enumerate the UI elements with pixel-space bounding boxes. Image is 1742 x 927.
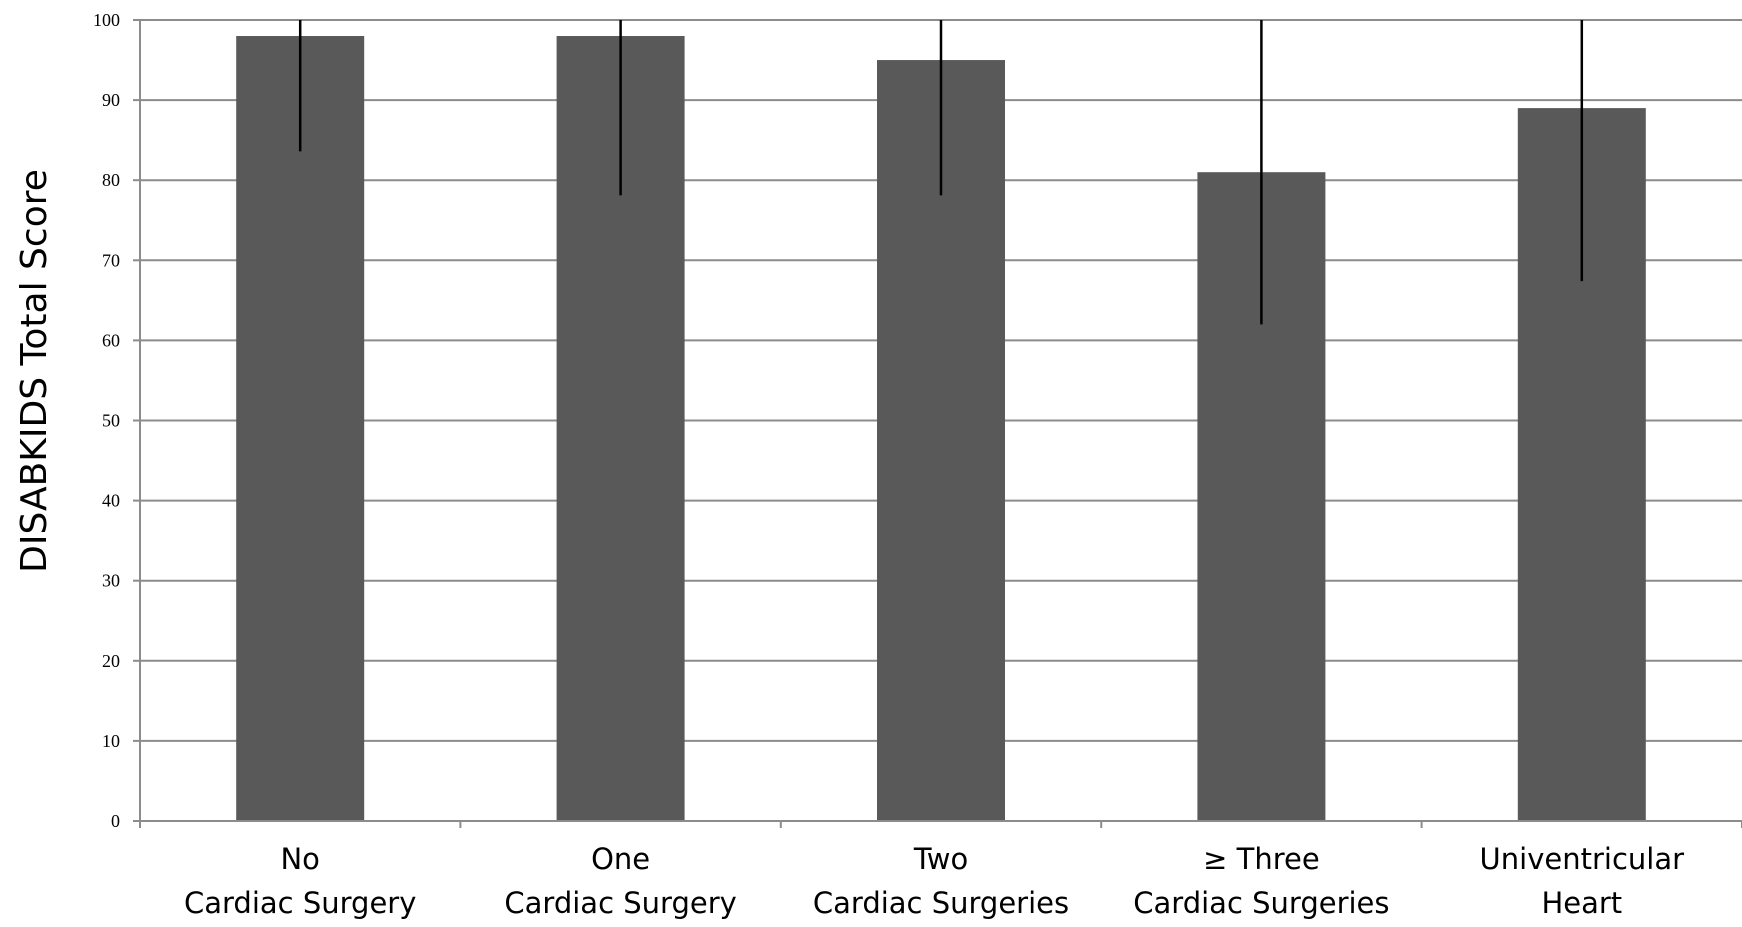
y-tick-label: 60 xyxy=(102,330,120,350)
x-tick-label: Two xyxy=(913,842,968,876)
x-tick-label: ≥ Three xyxy=(1203,842,1320,876)
y-tick-label: 80 xyxy=(102,170,120,190)
y-tick-label: 30 xyxy=(102,571,120,591)
x-tick-label: Univentricular xyxy=(1480,842,1685,876)
x-tick-label: No xyxy=(280,842,319,876)
y-tick-label: 40 xyxy=(102,491,120,511)
y-tick-label: 10 xyxy=(102,731,120,751)
x-tick-label: Cardiac Surgeries xyxy=(1133,886,1389,920)
x-tick-label: Cardiac Surgery xyxy=(504,886,736,920)
bars xyxy=(236,36,1646,822)
y-tick-label: 100 xyxy=(93,10,120,30)
axes xyxy=(133,19,1742,828)
x-tick-label: Cardiac Surgeries xyxy=(813,886,1069,920)
y-axis-label: DISABKIDS Total Score xyxy=(14,169,55,573)
y-tick-label: 90 xyxy=(102,90,120,110)
y-tick-label: 50 xyxy=(102,411,120,431)
x-tick-label: Heart xyxy=(1541,886,1622,920)
y-tick-labels: 0 10 20 30 40 50 60 70 80 90 100 xyxy=(93,10,120,831)
x-tick-labels: No Cardiac Surgery One Cardiac Surgery Two Ca… xyxy=(184,842,1684,920)
x-tick-label: One xyxy=(591,842,650,876)
x-tick-label: Cardiac Surgery xyxy=(184,886,416,920)
bar-0 xyxy=(236,36,365,821)
error-bars xyxy=(298,20,1584,325)
y-tick-label: 70 xyxy=(102,250,120,270)
y-tick-label: 0 xyxy=(111,811,120,831)
y-tick-label: 20 xyxy=(102,651,120,671)
